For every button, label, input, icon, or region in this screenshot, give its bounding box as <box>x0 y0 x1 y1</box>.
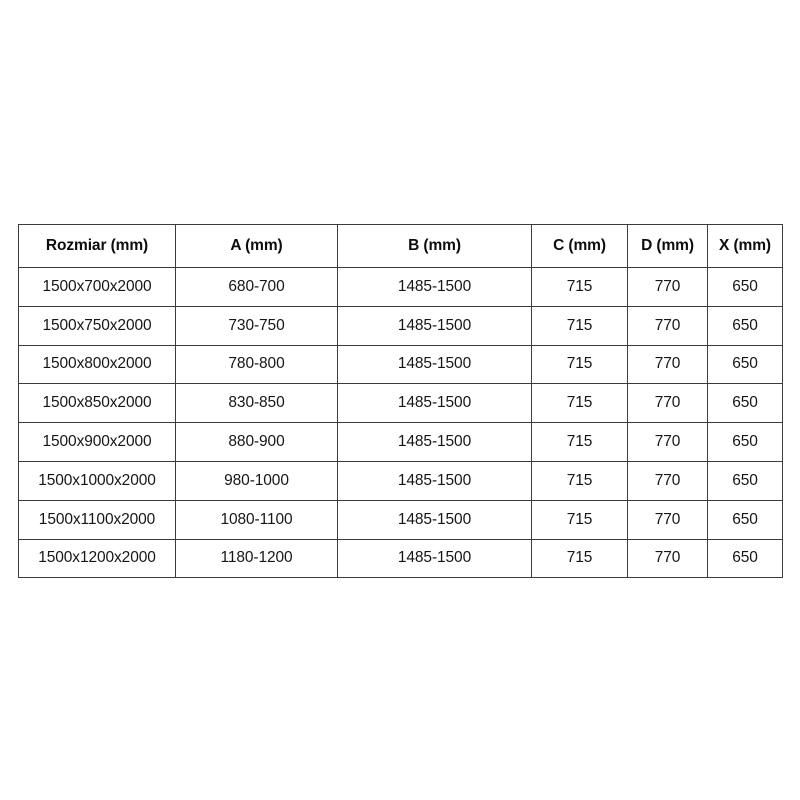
cell-c: 715 <box>531 422 628 462</box>
cell-b: 1485-1500 <box>337 499 532 540</box>
cell-b: 1485-1500 <box>337 460 532 501</box>
column-header-b: B (mm) <box>337 224 532 268</box>
cell-b: 1485-1500 <box>337 538 532 579</box>
cell-x: 650 <box>707 460 783 501</box>
column-header-x: X (mm) <box>707 224 783 268</box>
cell-a: 830-850 <box>175 383 338 424</box>
cell-d: 770 <box>627 267 708 307</box>
cell-a: 730-750 <box>175 305 338 346</box>
column-header-rozmiar: Rozmiar (mm) <box>18 224 176 268</box>
cell-c: 715 <box>531 538 628 579</box>
cell-b: 1485-1500 <box>337 267 532 307</box>
table-header: Rozmiar (mm) A (mm) B (mm) C (mm) D (mm)… <box>18 224 783 268</box>
table-row: 1500x700x2000 680-700 1485-1500 715 770 … <box>18 267 783 307</box>
cell-x: 650 <box>707 267 783 307</box>
cell-x: 650 <box>707 499 783 540</box>
column-header-c: C (mm) <box>531 224 628 268</box>
cell-size: 1500x1200x2000 <box>18 538 176 579</box>
cell-a: 680-700 <box>175 267 338 307</box>
specification-table-container: Rozmiar (mm) A (mm) B (mm) C (mm) D (mm)… <box>18 224 783 579</box>
cell-x: 650 <box>707 422 783 462</box>
cell-size: 1500x1000x2000 <box>18 460 176 501</box>
cell-c: 715 <box>531 383 628 424</box>
specification-table: Rozmiar (mm) A (mm) B (mm) C (mm) D (mm)… <box>18 224 783 579</box>
cell-size: 1500x900x2000 <box>18 422 176 462</box>
cell-a: 1080-1100 <box>175 499 338 540</box>
table-row: 1500x800x2000 780-800 1485-1500 715 770 … <box>18 344 783 385</box>
column-header-a: A (mm) <box>175 224 338 268</box>
column-header-d: D (mm) <box>627 224 708 268</box>
cell-d: 770 <box>627 538 708 579</box>
cell-size: 1500x800x2000 <box>18 344 176 385</box>
cell-d: 770 <box>627 305 708 346</box>
cell-c: 715 <box>531 305 628 346</box>
cell-x: 650 <box>707 383 783 424</box>
cell-d: 770 <box>627 422 708 462</box>
cell-x: 650 <box>707 305 783 346</box>
table-body: 1500x700x2000 680-700 1485-1500 715 770 … <box>18 267 783 579</box>
cell-b: 1485-1500 <box>337 305 532 346</box>
cell-a: 1180-1200 <box>175 538 338 579</box>
cell-b: 1485-1500 <box>337 344 532 385</box>
cell-size: 1500x1100x2000 <box>18 499 176 540</box>
cell-b: 1485-1500 <box>337 383 532 424</box>
cell-d: 770 <box>627 499 708 540</box>
cell-x: 650 <box>707 344 783 385</box>
cell-b: 1485-1500 <box>337 422 532 462</box>
cell-c: 715 <box>531 344 628 385</box>
cell-x: 650 <box>707 538 783 579</box>
cell-a: 780-800 <box>175 344 338 385</box>
table-row: 1500x1000x2000 980-1000 1485-1500 715 77… <box>18 460 783 501</box>
table-row: 1500x750x2000 730-750 1485-1500 715 770 … <box>18 305 783 346</box>
cell-c: 715 <box>531 460 628 501</box>
cell-d: 770 <box>627 383 708 424</box>
table-row: 1500x900x2000 880-900 1485-1500 715 770 … <box>18 422 783 462</box>
cell-a: 980-1000 <box>175 460 338 501</box>
table-row: 1500x850x2000 830-850 1485-1500 715 770 … <box>18 383 783 424</box>
cell-c: 715 <box>531 499 628 540</box>
table-header-row: Rozmiar (mm) A (mm) B (mm) C (mm) D (mm)… <box>18 224 783 268</box>
cell-c: 715 <box>531 267 628 307</box>
table-row: 1500x1100x2000 1080-1100 1485-1500 715 7… <box>18 499 783 540</box>
cell-size: 1500x750x2000 <box>18 305 176 346</box>
cell-size: 1500x850x2000 <box>18 383 176 424</box>
table-row: 1500x1200x2000 1180-1200 1485-1500 715 7… <box>18 538 783 579</box>
cell-d: 770 <box>627 344 708 385</box>
cell-d: 770 <box>627 460 708 501</box>
cell-a: 880-900 <box>175 422 338 462</box>
cell-size: 1500x700x2000 <box>18 267 176 307</box>
